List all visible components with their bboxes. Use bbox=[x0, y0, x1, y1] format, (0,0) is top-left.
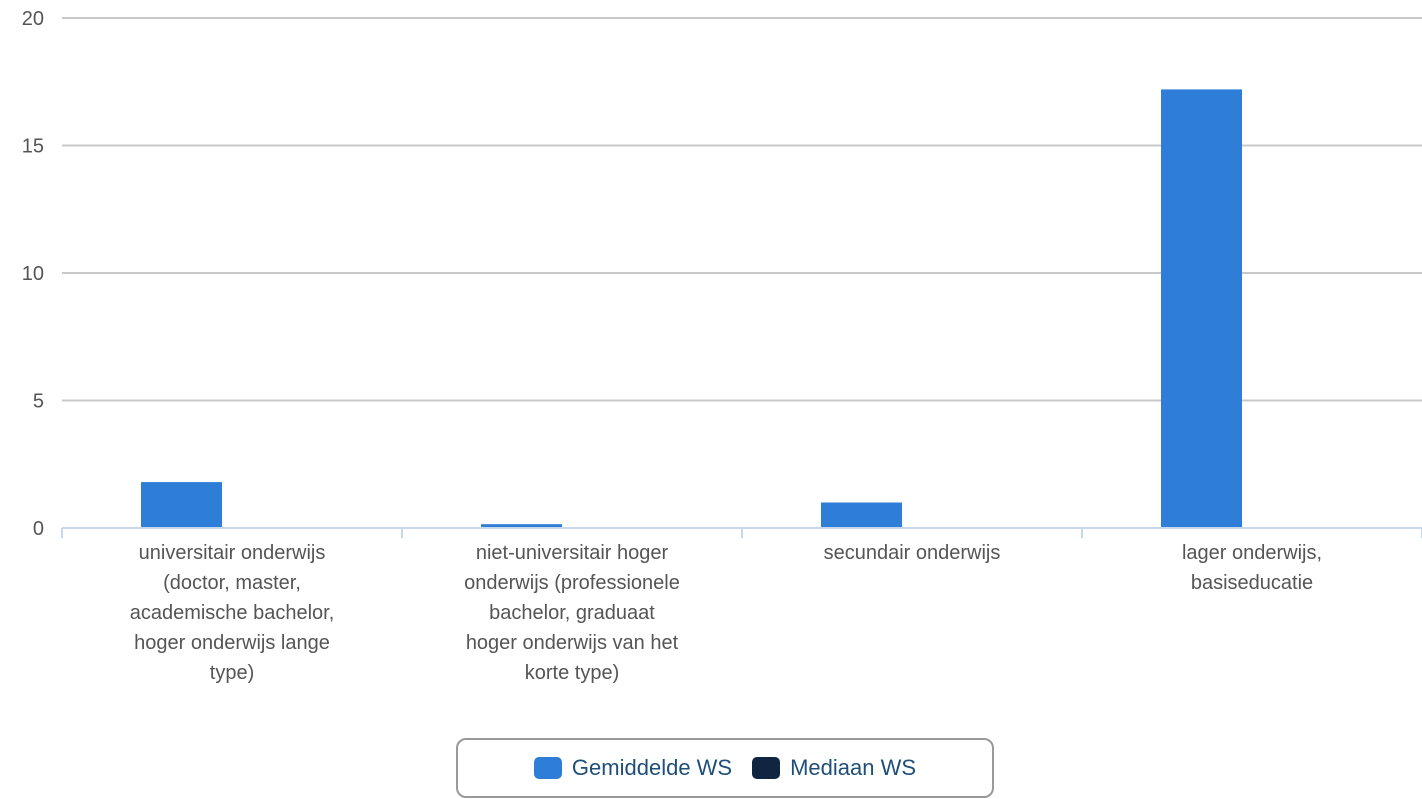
y-tick-label: 10 bbox=[22, 263, 44, 285]
x-category-label-line: type) bbox=[209, 662, 255, 684]
bar-gemiddelde-1[interactable] bbox=[481, 524, 562, 528]
legend-item-mediaan[interactable]: Mediaan WS bbox=[752, 755, 916, 781]
legend-label-mediaan: Mediaan WS bbox=[790, 755, 917, 780]
legend-swatch-mediaan bbox=[752, 757, 781, 779]
legend: Gemiddelde WS Mediaan WS bbox=[456, 738, 994, 798]
x-category-label-line: onderwijs (professionele bbox=[464, 572, 680, 594]
x-category-label-line: (doctor, master, bbox=[163, 572, 301, 594]
y-axis-ticks: 0 5 10 15 20 bbox=[22, 8, 44, 540]
x-category-label-line: bachelor, graduaat bbox=[489, 602, 655, 624]
bars bbox=[141, 89, 1242, 529]
y-tick-label: 20 bbox=[22, 8, 44, 30]
x-category-label-line: niet-universitair hoger bbox=[475, 542, 669, 564]
bar-chart: 0 5 10 15 20 bbox=[22, 8, 1422, 540]
y-tick-label: 15 bbox=[22, 136, 44, 158]
x-category-label-line: hoger onderwijs van het bbox=[465, 632, 679, 654]
x-category-label: niet-universitair hoger onderwijs (profes… bbox=[422, 538, 722, 688]
bar-gemiddelde-2[interactable] bbox=[821, 502, 902, 529]
x-category-label: secundair onderwijs bbox=[762, 538, 1062, 568]
legend-swatch-gemiddelde bbox=[533, 757, 562, 779]
x-category-label-line: hoger onderwijs lange bbox=[134, 632, 330, 654]
x-category-label-line: academische bachelor, bbox=[129, 602, 335, 624]
x-category-label: lager onderwijs, basiseducatie bbox=[1102, 538, 1402, 598]
legend-item-gemiddelde[interactable]: Gemiddelde WS bbox=[533, 755, 733, 781]
y-tick-label: 5 bbox=[33, 391, 44, 413]
bar-gemiddelde-0[interactable] bbox=[141, 482, 222, 528]
y-tick-label: 0 bbox=[33, 518, 44, 540]
x-category-label-line: universitair onderwijs bbox=[138, 542, 326, 564]
x-axis bbox=[61, 527, 1422, 538]
x-category-label-line: basiseducatie bbox=[1190, 572, 1314, 594]
x-category-label: universitair onderwijs (doctor, master, ac… bbox=[82, 538, 382, 688]
bar-gemiddelde-3[interactable] bbox=[1161, 89, 1242, 529]
x-category-label-line: secundair onderwijs bbox=[823, 542, 1001, 564]
x-category-label-line: korte type) bbox=[524, 662, 620, 684]
legend-label-gemiddelde: Gemiddelde WS bbox=[571, 755, 733, 780]
x-category-label-line: lager onderwijs, bbox=[1181, 542, 1323, 564]
